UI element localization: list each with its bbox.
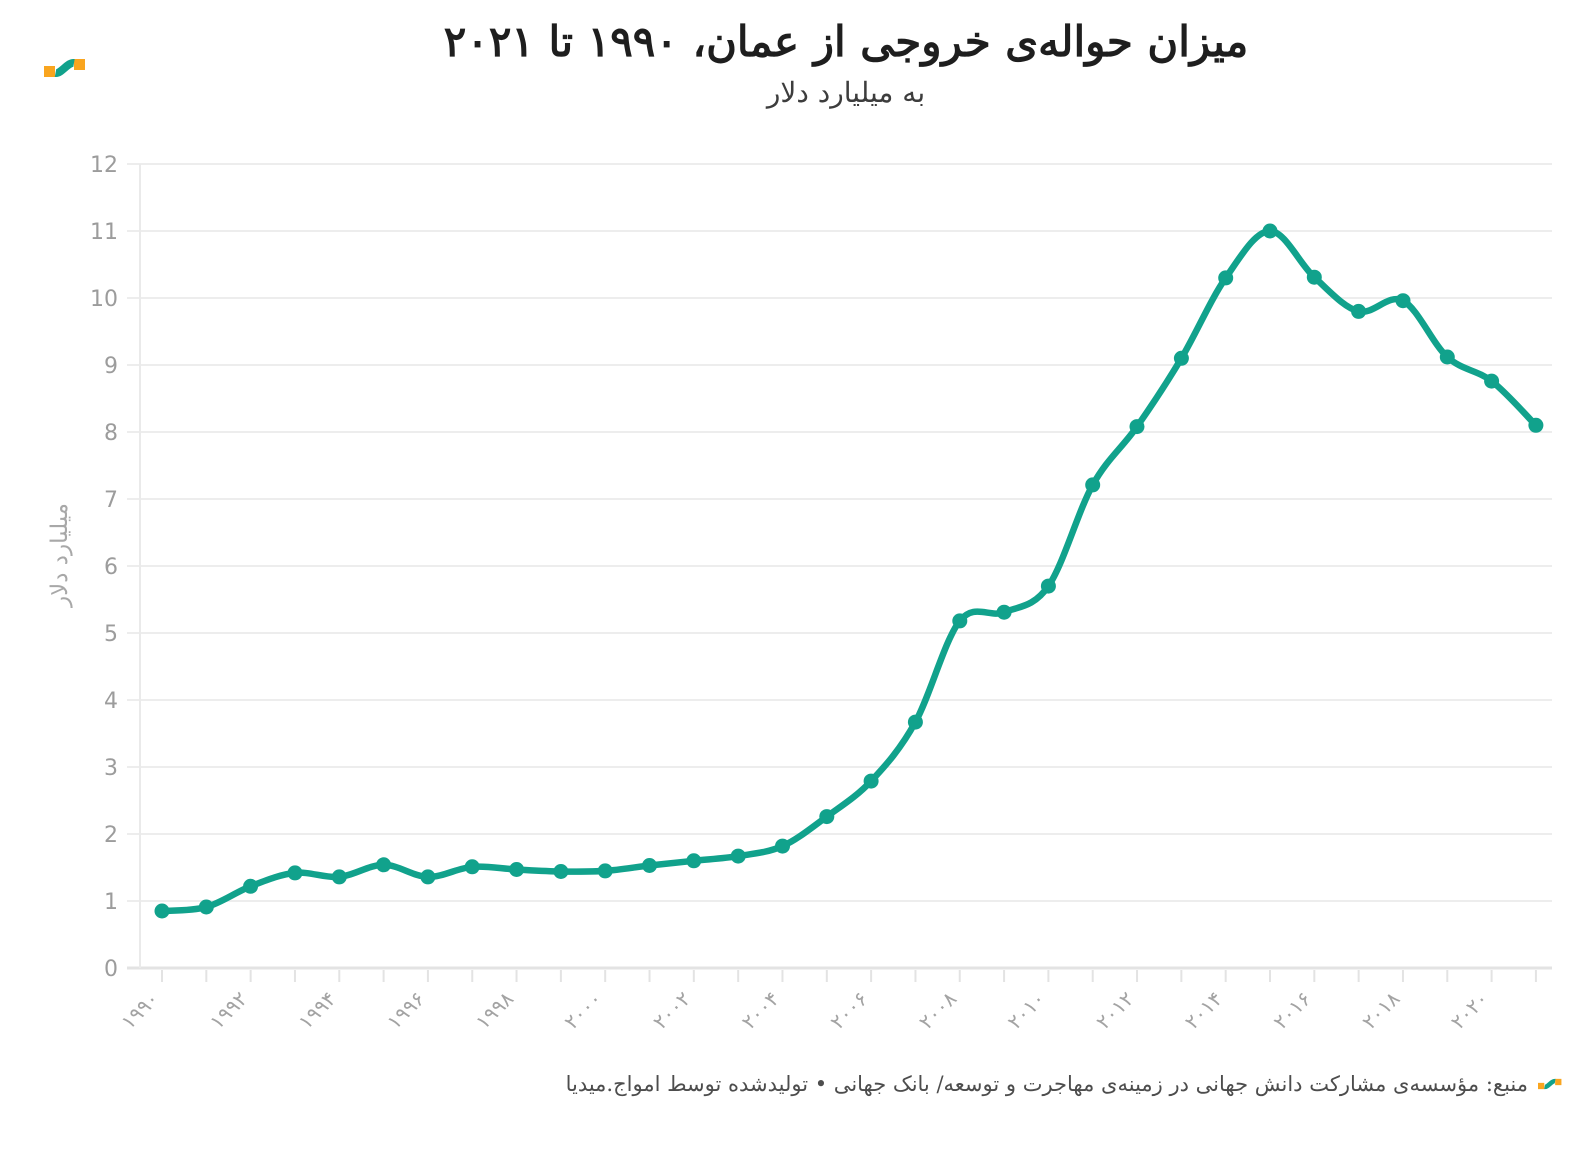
logo-teal-wave <box>1544 1078 1556 1090</box>
x-axis-labels: ۱۹۹۰ ۱۹۹۲ ۱۹۹۴ ۱۹۹۶ ۱۹۹۸ ۲۰۰۰ ۲۰۰۲ ۲۰۰۴ ۲۰۰۶ ۲۰۰۸… <box>116 986 1493 1034</box>
data-point <box>154 903 170 919</box>
y-tick-label: 3 <box>104 756 118 781</box>
data-point <box>996 604 1012 620</box>
data-point <box>1528 417 1544 433</box>
x-tick-label: ۲۰۰۴ <box>737 987 784 1034</box>
y-tick-label: 7 <box>104 488 118 513</box>
data-point <box>775 838 790 854</box>
data-point <box>464 859 480 875</box>
data-point <box>1129 419 1145 435</box>
data-point <box>553 864 569 879</box>
x-tick-label: ۲۰۰۲ <box>648 987 695 1034</box>
amwaj-logo <box>44 59 85 77</box>
y-tick-label: 2 <box>104 823 118 848</box>
data-point <box>730 848 746 864</box>
data-point <box>863 773 879 789</box>
data-point <box>198 899 214 915</box>
x-tick-label: ۲۰۱۴ <box>1180 987 1227 1034</box>
x-tick-label: ۲۰۱۰ <box>1003 987 1050 1034</box>
chart-subtitle: به میلیارد دلار <box>766 76 926 109</box>
data-point <box>420 869 436 885</box>
x-tick-label: ۱۹۹۲ <box>205 987 252 1034</box>
data-point <box>243 878 259 894</box>
data-point <box>1484 373 1500 389</box>
x-axis-ticks <box>161 970 1537 982</box>
data-point <box>376 857 392 873</box>
data-points <box>154 223 1544 919</box>
data-point <box>819 809 835 825</box>
chart-title: میزان حواله‌ی خروجی از عمان، ۱۹۹۰ تا ۲۰۲… <box>443 17 1249 66</box>
data-point <box>1439 349 1455 365</box>
data-point <box>1351 303 1367 319</box>
logo-orange-square-right <box>74 59 85 70</box>
x-tick-label: ۲۰۰۶ <box>825 987 872 1034</box>
x-tick-label: ۱۹۹۸ <box>471 986 519 1034</box>
data-point <box>1173 350 1189 366</box>
x-tick-label: ۱۹۹۴ <box>293 987 340 1034</box>
x-tick-label: ۲۰۰۰ <box>559 987 606 1034</box>
x-tick-label: ۱۹۹۶ <box>382 987 429 1034</box>
source-footer: منبع: مؤسسه‌ی مشارکت دانش جهانی در زمینه… <box>566 1072 1562 1096</box>
x-tick-label: ۲۰۱۲ <box>1091 987 1138 1034</box>
data-point <box>952 613 968 629</box>
x-tick-label: ۲۰۱۸ <box>1357 986 1405 1034</box>
source-text: منبع: مؤسسه‌ی مشارکت دانش جهانی در زمینه… <box>565 1072 1528 1096</box>
data-point <box>686 853 702 869</box>
data-point <box>1218 270 1234 286</box>
data-point <box>1262 223 1278 239</box>
data-point <box>1306 269 1322 285</box>
data-point <box>907 714 923 730</box>
y-tick-label: 0 <box>104 957 118 982</box>
y-tick-label: 9 <box>104 354 118 379</box>
gridlines <box>127 163 1552 970</box>
data-point <box>1395 293 1411 309</box>
y-tick-label: 11 <box>90 220 118 245</box>
data-point <box>642 858 657 873</box>
y-tick-label: 4 <box>104 689 118 714</box>
data-point <box>1040 578 1056 594</box>
series-line <box>158 227 1540 915</box>
x-tick-label: ۲۰۲۰ <box>1446 987 1493 1034</box>
data-point <box>1085 477 1101 493</box>
data-point <box>331 869 347 885</box>
logo-orange-square-left <box>1538 1082 1545 1090</box>
data-point <box>509 862 525 877</box>
y-tick-label: 1 <box>104 890 118 915</box>
y-tick-label: 8 <box>104 421 118 446</box>
logo-orange-square-right <box>1555 1078 1562 1086</box>
y-tick-label: 10 <box>90 287 118 312</box>
logo-teal-wave <box>54 59 75 77</box>
amwaj-logo-small <box>1538 1078 1562 1090</box>
x-tick-label: ۲۰۱۶ <box>1269 987 1316 1034</box>
x-tick-label: ۲۰۰۸ <box>914 986 962 1034</box>
y-tick-label: 5 <box>104 622 118 647</box>
y-axis-title: میلیارد دلار <box>47 503 73 607</box>
y-tick-label: 12 <box>90 153 118 178</box>
y-tick-label: 6 <box>104 555 118 580</box>
logo-orange-square-left <box>44 66 55 77</box>
x-tick-label: ۱۹۹۰ <box>116 987 163 1034</box>
data-point <box>597 863 613 879</box>
data-point <box>287 865 303 881</box>
